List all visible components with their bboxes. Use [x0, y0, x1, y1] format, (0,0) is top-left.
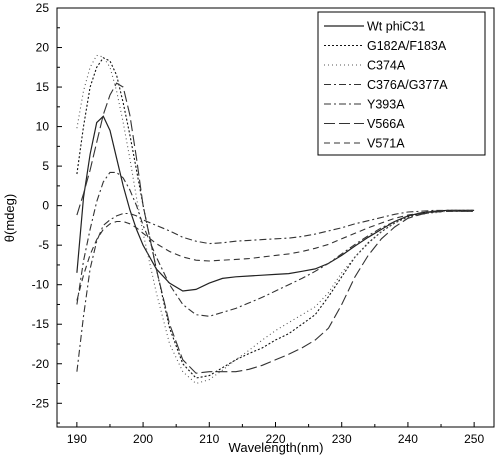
legend-label-y393a: Y393A: [367, 98, 405, 112]
y-tick-label: -20: [32, 357, 50, 371]
legend-items: Wt phiC31 G182A/F183A C374A C376A/G377A Y393…: [324, 20, 448, 151]
x-tick-label: 200: [133, 432, 153, 446]
legend-label-v566a: V566A: [367, 117, 405, 131]
series-line-wt-phic31: [76, 115, 475, 292]
y-tick-label: 0: [42, 199, 49, 213]
axis-ticks: 190 200 210 220 230 240 250 25 20 15 10 5 0 -5 -10 -15 -…: [32, 1, 485, 446]
x-tick-label: 240: [398, 432, 418, 446]
legend-label-wt-phic31: Wt phiC31: [367, 20, 425, 34]
y-tick-label: 5: [42, 159, 49, 173]
x-axis-title: Wavelength(nm): [229, 440, 324, 455]
legend-label-g182a-f183a: G182A/F183A: [367, 39, 447, 53]
legend-box: [317, 11, 486, 156]
x-tick-label: 210: [199, 432, 219, 446]
legend: Wt phiC31 G182A/F183A C374A C376A/G377A Y393…: [317, 11, 486, 156]
y-tick-label: -10: [32, 278, 50, 292]
y-tick-label: 15: [36, 80, 50, 94]
y-tick-label: 20: [36, 41, 50, 55]
series-layer: [76, 54, 475, 385]
y-tick-label: 10: [36, 120, 50, 134]
series-line-y393a: [76, 171, 475, 317]
y-tick-label: 25: [36, 1, 50, 15]
y-tick-label: -15: [32, 317, 50, 331]
series-line-v571a: [76, 210, 475, 301]
x-tick-label: 220: [265, 432, 285, 446]
series-line-v566a: [76, 82, 475, 374]
x-tick-label: 250: [464, 432, 484, 446]
series-line-c376a-g377a: [76, 209, 475, 372]
legend-label-c376a-g377a: C376A/G377A: [367, 78, 448, 92]
y-axis-title: θ(mdeg): [2, 194, 17, 242]
legend-label-v571a: V571A: [367, 137, 405, 151]
y-tick-label: -25: [32, 396, 50, 410]
x-tick-label: 230: [332, 432, 352, 446]
legend-label-c374a: C374A: [367, 59, 406, 73]
y-tick-label: -5: [38, 238, 49, 252]
x-tick-label: 190: [67, 432, 87, 446]
